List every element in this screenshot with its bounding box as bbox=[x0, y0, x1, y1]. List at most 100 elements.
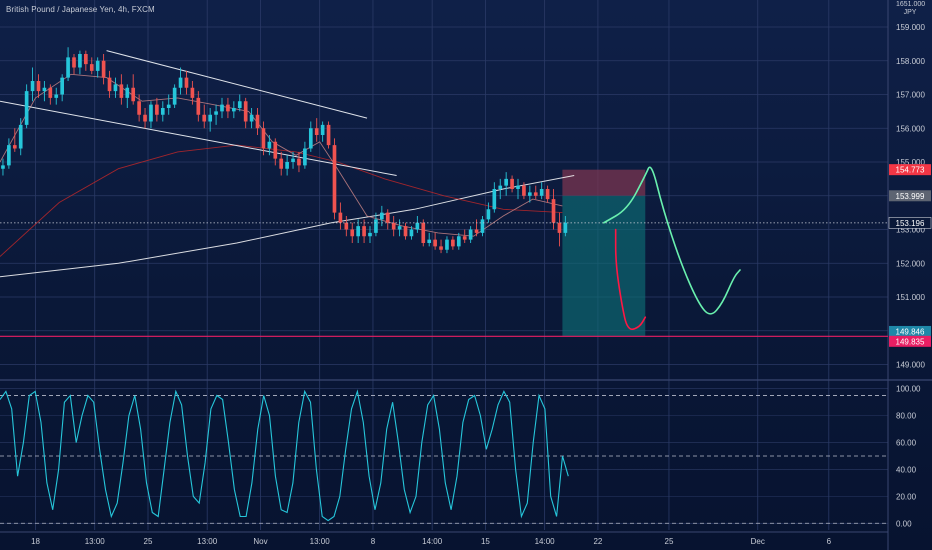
candle-body bbox=[380, 212, 384, 220]
oscillator-line bbox=[0, 389, 569, 522]
candle-body bbox=[107, 77, 112, 92]
osc-tick-label: 100.00 bbox=[896, 385, 921, 394]
candle-body bbox=[356, 226, 360, 237]
candle bbox=[326, 121, 331, 149]
osc-tick-label: 80.00 bbox=[896, 412, 917, 421]
candle-body bbox=[350, 229, 355, 237]
candle bbox=[119, 74, 124, 105]
moving-average-line bbox=[0, 175, 575, 278]
candle-body bbox=[119, 84, 124, 98]
candle-body bbox=[498, 185, 503, 189]
candle-body bbox=[155, 104, 159, 115]
candle bbox=[107, 70, 112, 98]
time-tick-label: 14:00 bbox=[535, 537, 556, 546]
candle bbox=[303, 141, 307, 169]
candle bbox=[178, 67, 183, 95]
moving-average-line bbox=[0, 73, 563, 237]
time-tick-label: 18 bbox=[31, 537, 40, 546]
candle-body bbox=[303, 148, 307, 166]
candle bbox=[433, 232, 437, 250]
candle-body bbox=[125, 87, 130, 98]
candle bbox=[551, 189, 556, 230]
currency-unit-label: JPY bbox=[903, 9, 917, 16]
candle bbox=[385, 209, 390, 230]
candle-body bbox=[160, 108, 165, 115]
candle bbox=[397, 219, 402, 237]
price-tag: 154.773 bbox=[889, 164, 931, 176]
candle bbox=[155, 97, 159, 122]
candle-body bbox=[78, 54, 82, 68]
candle-body bbox=[24, 91, 29, 125]
time-tick-label: 15 bbox=[481, 537, 490, 546]
candle bbox=[350, 222, 355, 243]
candle bbox=[172, 84, 177, 108]
candle bbox=[356, 219, 360, 243]
price-tag-label: 149.835 bbox=[896, 337, 925, 346]
candle-body bbox=[190, 87, 195, 98]
projection-path-down bbox=[614, 228, 647, 331]
price-tag-label: 153.196 bbox=[896, 219, 925, 228]
time-tick-label: 6 bbox=[827, 537, 832, 546]
candle bbox=[539, 182, 544, 200]
candle bbox=[208, 108, 212, 132]
candle-body bbox=[308, 128, 313, 149]
candle bbox=[320, 121, 325, 142]
candle bbox=[279, 151, 284, 176]
candle-body bbox=[516, 185, 520, 189]
candle bbox=[30, 67, 35, 102]
candle-body bbox=[30, 81, 35, 92]
candle-body bbox=[184, 77, 189, 88]
candle-body bbox=[255, 114, 260, 129]
candle-body bbox=[528, 192, 532, 196]
candle bbox=[368, 226, 372, 243]
trend-line bbox=[0, 100, 397, 176]
moving-average-line bbox=[0, 144, 563, 257]
candle-body bbox=[409, 229, 414, 237]
price-tag: 149.846 bbox=[889, 325, 931, 337]
candle bbox=[196, 91, 201, 122]
candle bbox=[84, 50, 88, 71]
grid bbox=[0, 0, 888, 530]
candle-body bbox=[279, 158, 284, 169]
candle bbox=[409, 226, 414, 240]
candle bbox=[137, 94, 141, 122]
candle-body bbox=[243, 101, 248, 122]
candle bbox=[78, 50, 82, 75]
candle bbox=[42, 81, 47, 102]
candle-body bbox=[462, 236, 467, 240]
candle bbox=[415, 216, 420, 233]
price-tag-label: 149.846 bbox=[896, 327, 925, 336]
candle-body bbox=[149, 104, 153, 122]
symbol-title: British Pound / Japanese Yen, 4h, FXCM bbox=[6, 5, 155, 14]
candle bbox=[36, 74, 41, 98]
candle-body bbox=[539, 189, 544, 196]
candle bbox=[504, 172, 508, 196]
candle-body bbox=[314, 128, 319, 135]
candle bbox=[439, 239, 443, 254]
candle bbox=[214, 104, 218, 125]
candle bbox=[451, 236, 455, 250]
candle bbox=[480, 216, 485, 237]
projection-path-up bbox=[603, 166, 741, 315]
time-tick-label: 8 bbox=[371, 537, 376, 546]
price-tag-box bbox=[889, 325, 931, 337]
take-profit-zone bbox=[562, 195, 646, 336]
candle-body bbox=[36, 81, 41, 92]
time-tick-label: 25 bbox=[665, 537, 674, 546]
trend-line bbox=[106, 50, 368, 119]
price-tag-label: 153.999 bbox=[896, 192, 925, 201]
candle bbox=[66, 47, 70, 81]
candle-body bbox=[415, 222, 420, 230]
candle bbox=[421, 219, 426, 247]
candle-body bbox=[143, 114, 147, 122]
time-tick-label: 13:00 bbox=[310, 537, 331, 546]
time-tick-label: 14:00 bbox=[422, 537, 443, 546]
price-scale-unit[interactable]: 1651.000 JPY bbox=[896, 1, 925, 17]
candle bbox=[7, 138, 11, 169]
candle-body bbox=[18, 124, 23, 149]
candle-body bbox=[95, 60, 100, 71]
price-tag-box bbox=[888, 217, 932, 229]
candle bbox=[72, 54, 76, 75]
price-tick-label: 157.000 bbox=[896, 91, 925, 100]
